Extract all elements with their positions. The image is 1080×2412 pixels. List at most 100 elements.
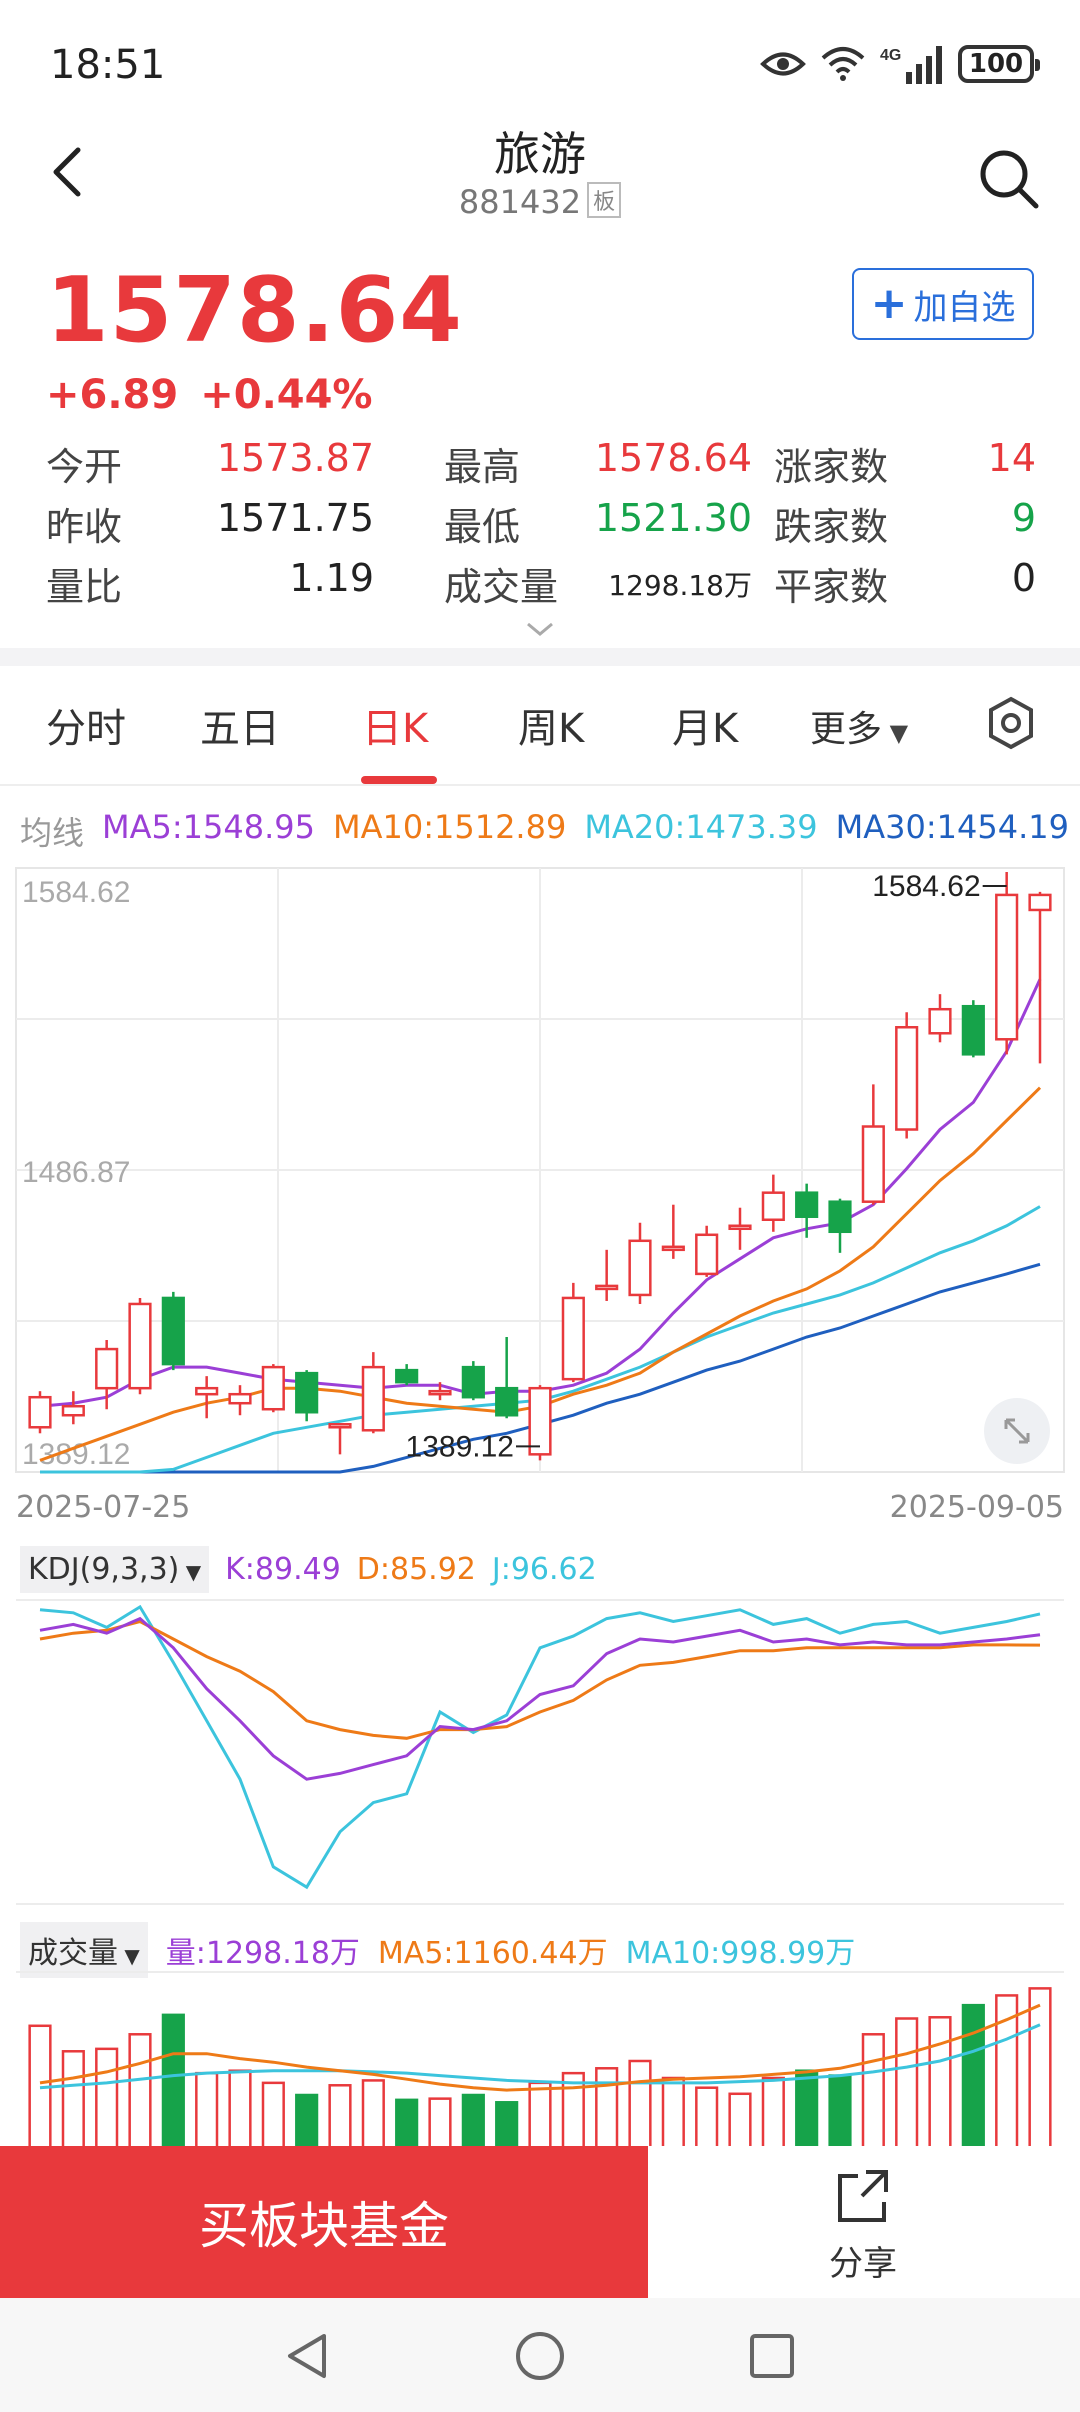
candle	[595, 1249, 619, 1301]
share-button[interactable]: 分享	[790, 2166, 936, 2286]
volume-bar	[361, 2079, 385, 2146]
stat-up-count: 涨家数 14	[774, 436, 1036, 489]
volume-bar	[828, 2074, 852, 2146]
kline-chart[interactable]: 1584.62 1486.87 1389.12 1584.62 1389.12	[0, 860, 1080, 1480]
volume-ma10-value: MA10:998.99万	[625, 1936, 856, 1971]
candle	[861, 1084, 885, 1205]
tab-daily-k[interactable]: 日K	[362, 706, 429, 752]
min-marker: 1389.12	[406, 1430, 540, 1463]
kdj-j-line	[39, 1604, 1041, 1890]
volume-bars	[28, 1987, 1052, 2146]
kline-grid	[15, 867, 1065, 1473]
nav-back-icon[interactable]	[280, 2328, 336, 2384]
stat-volume-ratio: 量比 1.19	[46, 556, 374, 609]
max-price-marker: 1584.62	[872, 870, 980, 903]
volume-bar	[95, 2047, 119, 2146]
chevron-down-icon[interactable]	[520, 618, 560, 642]
tab-five-day[interactable]: 五日	[200, 706, 280, 752]
volume-ma5-value: MA5:1160.44万	[377, 1936, 608, 1971]
tab-more-label: 更多	[810, 709, 883, 750]
search-icon[interactable]	[976, 146, 1042, 212]
volume-selector-label: 成交量	[28, 1936, 118, 1971]
candle	[795, 1183, 819, 1238]
volume-bar	[928, 2016, 952, 2146]
candle	[161, 1291, 185, 1371]
settings-icon[interactable]	[986, 696, 1036, 750]
candle	[728, 1207, 752, 1250]
candle	[995, 872, 1019, 1055]
ma-legend-title: 均线	[20, 814, 85, 852]
tab-more[interactable]: 更多 ▼	[810, 700, 908, 752]
volume-bar	[861, 2033, 885, 2146]
stat-row: 量比 1.19 成交量 1298.18万 平家数 0	[46, 556, 1036, 616]
back-icon[interactable]	[40, 142, 100, 202]
section-divider	[0, 648, 1080, 666]
volume-ma-lines	[39, 2003, 1041, 2092]
stat-volume: 成交量 1298.18万	[444, 565, 752, 609]
volume-bar	[328, 2084, 352, 2146]
tab-weekly-k[interactable]: 周K	[518, 706, 585, 752]
caret-down-icon: ▼	[179, 1560, 202, 1584]
kdj-legend: KDJ(9,3,3) ▼ K:89.49 D:85.92 J:96.62	[20, 1546, 597, 1593]
volume-selector[interactable]: 成交量 ▼	[20, 1922, 148, 1978]
caret-down-icon: ▼	[882, 719, 909, 747]
date-end: 2025-09-05	[889, 1490, 1064, 1525]
tab-monthly-k[interactable]: 月K	[672, 706, 739, 752]
kdj-selector[interactable]: KDJ(9,3,3) ▼	[20, 1546, 210, 1593]
ma20-value: MA20:1473.39	[584, 808, 818, 846]
candle	[61, 1391, 85, 1425]
ma5-value: MA5:1548.95	[102, 808, 315, 846]
sector-badge: 板	[587, 182, 622, 218]
y-axis-mid-label: 1486.87	[22, 1156, 130, 1189]
nav-home-icon[interactable]	[512, 2328, 568, 2384]
volume-bar	[428, 2097, 452, 2146]
kdj-chart[interactable]	[0, 1596, 1080, 1908]
period-tabs: 分时 五日 日K 周K 月K 更多 ▼	[0, 666, 1080, 786]
stat-low: 最低 1521.30	[444, 496, 752, 549]
quote-stats: 今开 1573.87 最高 1578.64 涨家数 14 昨收 1571.75 最低 15…	[46, 436, 1036, 616]
volume-bar	[695, 2086, 719, 2146]
kdj-j-value: J:96.62	[491, 1552, 597, 1587]
candle	[761, 1174, 785, 1232]
system-nav-bar	[0, 2298, 1080, 2412]
stat-prev-close: 昨收 1571.75	[46, 496, 374, 549]
volume-bar	[228, 2069, 252, 2146]
tab-intraday[interactable]: 分时	[46, 706, 126, 752]
nav-recents-icon[interactable]	[744, 2328, 800, 2384]
volume-bar	[261, 2081, 285, 2146]
volume-bar	[995, 1994, 1019, 2146]
volume-bar	[195, 2071, 219, 2146]
share-label: 分享	[829, 2244, 897, 2284]
candle	[295, 1370, 319, 1422]
volume-bar	[561, 2071, 585, 2146]
status-time: 18:51	[50, 42, 166, 88]
add-watchlist-button[interactable]: + 加自选	[852, 268, 1034, 340]
volume-chart[interactable]	[0, 1970, 1080, 2146]
battery-icon: 100	[958, 45, 1040, 83]
candle	[928, 994, 952, 1043]
candle	[361, 1352, 385, 1434]
battery-level: 100	[968, 49, 1024, 79]
add-watchlist-label: 加自选	[913, 287, 1016, 328]
candle	[195, 1376, 219, 1419]
status-bar: 18:51 4G 100	[0, 0, 1080, 130]
stat-row: 今开 1573.87 最高 1578.64 涨家数 14	[46, 436, 1036, 496]
kdj-d-value: D:85.92	[356, 1552, 476, 1587]
volume-bar	[395, 2098, 419, 2146]
active-tab-indicator	[361, 776, 437, 784]
buy-sector-fund-button[interactable]: 买板块基金	[0, 2146, 648, 2298]
volume-bar	[461, 2093, 485, 2146]
candle	[28, 1391, 52, 1434]
candle	[395, 1364, 419, 1386]
page-title: 旅游	[494, 127, 586, 181]
stat-down-count: 跌家数 9	[774, 496, 1036, 549]
y-axis-bottom-label: 1389.12	[22, 1438, 130, 1471]
date-start: 2025-07-25	[16, 1490, 191, 1525]
fullscreen-icon[interactable]	[984, 1398, 1050, 1464]
wifi-icon	[821, 47, 865, 81]
stat-row: 昨收 1571.75 最低 1521.30 跌家数 9	[46, 496, 1036, 556]
volume-value: 量:1298.18万	[165, 1936, 360, 1971]
volume-bar	[895, 2017, 919, 2146]
volume-bar	[161, 2013, 185, 2146]
eye-icon	[760, 52, 806, 76]
